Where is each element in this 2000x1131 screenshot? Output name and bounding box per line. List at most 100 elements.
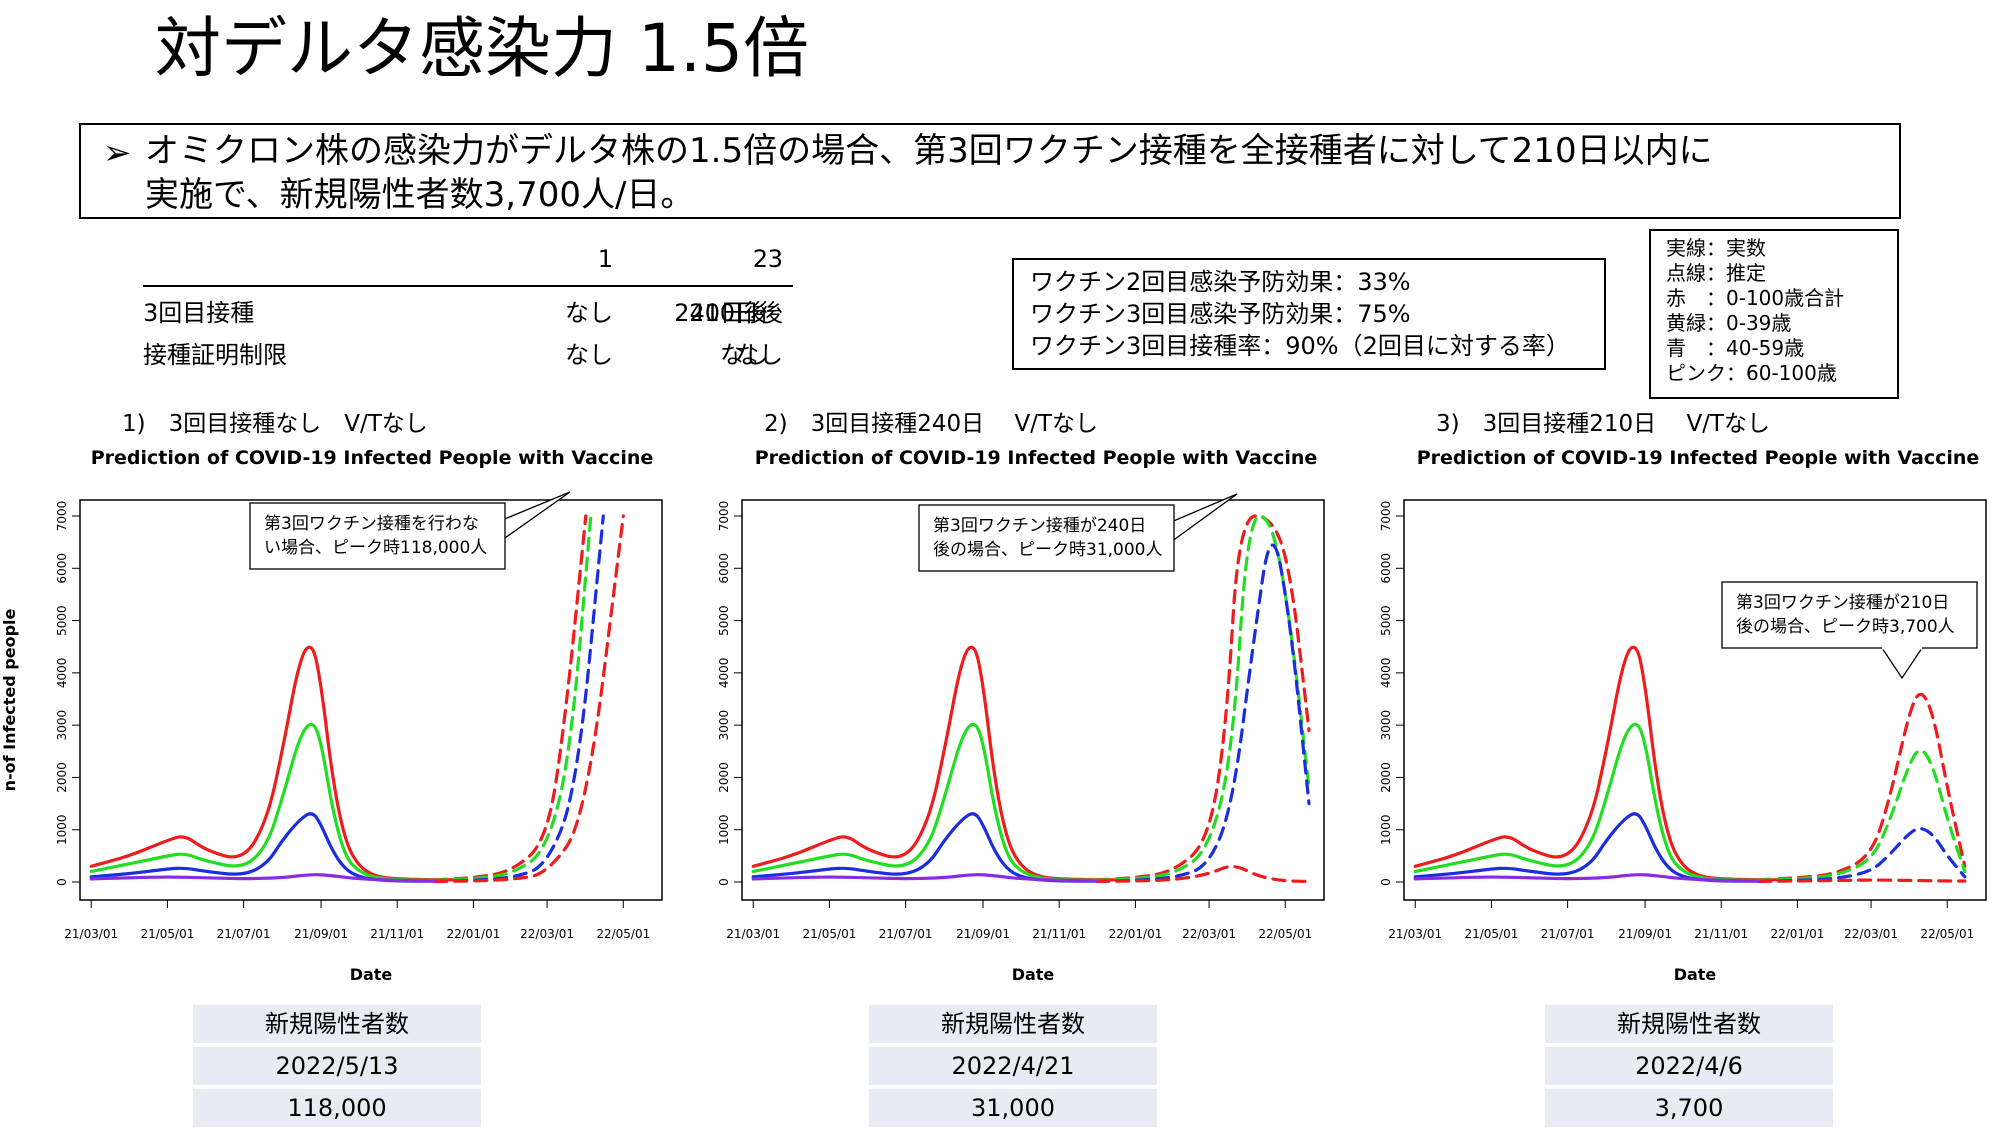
- y-tick-label: 5000: [717, 605, 731, 636]
- headline-line-2: 実施で、新規陽性者数3,700人/日。: [145, 175, 695, 215]
- series-line-estimate: [1757, 827, 1967, 883]
- series-line-estimate: [433, 514, 605, 883]
- x-tick-label: 22/03/01: [1182, 927, 1236, 941]
- scenario-label-3: 3) 3回目接種210日 V/Tなし: [1436, 411, 1770, 437]
- y-tick-label: 4000: [1379, 658, 1393, 689]
- series-line-actual: [1413, 645, 1778, 882]
- series-line-actual: [751, 873, 1099, 883]
- x-tick-label: 21/09/01: [1618, 927, 1672, 941]
- table-cell: なし: [565, 341, 613, 369]
- scenario-label-2: 2) 3回目接種240日 V/Tなし: [764, 411, 1098, 437]
- y-tick-label: 0: [55, 878, 69, 886]
- x-tick-label: 21/03/01: [64, 927, 118, 941]
- table-cell: 210日後: [689, 299, 783, 327]
- y-tick-label: 1000: [55, 814, 69, 845]
- series-line-actual: [89, 873, 437, 883]
- x-tick-label: 21/03/01: [726, 927, 780, 941]
- series-line-estimate: [433, 514, 625, 884]
- series-line-estimate: [1757, 692, 1967, 882]
- plot-frame: [741, 499, 1325, 901]
- vaccine-line: ワクチン3回目接種率：90%（2回目に対する率）: [1030, 332, 1570, 360]
- y-tick-label: 3000: [1379, 710, 1393, 741]
- x-axis-label: Date: [1012, 965, 1055, 984]
- x-tick-label: 22/05/01: [1920, 927, 1974, 941]
- y-tick-label: 1000: [1379, 814, 1393, 845]
- table-rule: [143, 285, 793, 287]
- y-tick-label: 4000: [717, 658, 731, 689]
- y-tick-label: 2000: [55, 762, 69, 793]
- x-tick-label: 21/11/01: [1032, 927, 1086, 941]
- x-tick-label: 22/05/01: [596, 927, 650, 941]
- x-tick-label: 21/09/01: [956, 927, 1010, 941]
- plot-title-2: Prediction of COVID-19 Infected People w…: [754, 447, 1318, 469]
- result-table-2: 新規陽性者数 2022/4/21 31,000: [869, 1005, 1157, 1131]
- series-line-actual: [1413, 873, 1761, 883]
- x-tick-label: 21/07/01: [1541, 927, 1595, 941]
- chart-3: 0 1000 2000 3000 4000 5000 6000 7000 21/03/01 21/…: [1379, 499, 1987, 984]
- bullet-arrow-icon: ➢: [103, 133, 132, 173]
- x-tick-label: 21/11/01: [1694, 927, 1748, 941]
- result-value: 3,700: [1545, 1089, 1833, 1127]
- y-tick-label: 4000: [55, 658, 69, 689]
- series-line-estimate: [1095, 514, 1311, 882]
- y-tick-label: 0: [717, 878, 731, 886]
- result-value: 31,000: [869, 1089, 1157, 1127]
- vaccine-line: ワクチン2回目感染予防効果：33%: [1030, 268, 1411, 296]
- result-value: 118,000: [193, 1089, 481, 1127]
- legend-line: 点線：推定: [1666, 261, 1766, 285]
- plot-frame: [79, 499, 663, 901]
- x-axis-label: Date: [350, 965, 393, 984]
- x-tick-label: 22/03/01: [1844, 927, 1898, 941]
- series-line-actual: [89, 722, 437, 882]
- result-header: 新規陽性者数: [193, 1005, 481, 1043]
- legend-line: 黄緑：0-39歳: [1666, 311, 1792, 335]
- y-tick-label: 2000: [717, 762, 731, 793]
- x-tick-label: 21/05/01: [802, 927, 856, 941]
- chart-2: 0 1000 2000 3000 4000 5000 6000 7000 21/03/01 21/…: [717, 493, 1325, 984]
- callout-pointer: [1163, 493, 1238, 549]
- callout-text: 後の場合、ピーク時3,700人: [1736, 617, 1955, 637]
- y-tick-label: 3000: [717, 710, 731, 741]
- series-line-estimate: [1095, 865, 1311, 884]
- result-table-3: 新規陽性者数 2022/4/6 3,700: [1545, 1005, 1833, 1131]
- table-cell: なし: [735, 341, 783, 369]
- series-line-actual: [1413, 812, 1761, 883]
- result-date: 2022/4/21: [869, 1047, 1157, 1085]
- headline-line-1: オミクロン株の感染力がデルタ株の1.5倍の場合、第3回ワクチン接種を全接種者に対…: [145, 131, 1713, 171]
- legend-box: 実線：実数 点線：推定 赤 ：0-100歳合計 黄緑：0-39歳 青 ：40-5…: [1649, 229, 1899, 399]
- result-date: 2022/5/13: [193, 1047, 481, 1085]
- x-tick-label: 21/09/01: [294, 927, 348, 941]
- y-tick-label: 6000: [55, 553, 69, 584]
- result-header: 新規陽性者数: [1545, 1005, 1833, 1043]
- plot-frame: [1403, 499, 1987, 901]
- result-table-1: 新規陽性者数 2022/5/13 118,000: [193, 1005, 481, 1131]
- table-cell: なし: [565, 299, 613, 327]
- callout-box: [1721, 581, 1978, 649]
- vaccine-line: ワクチン3回目感染予防効果：75%: [1030, 300, 1411, 328]
- legend-line: 青 ：40-59歳: [1666, 336, 1805, 360]
- slide-title: 対デルタ感染力 1.5倍: [155, 10, 809, 87]
- y-tick-label: 6000: [1379, 553, 1393, 584]
- x-tick-label: 21/03/01: [1388, 927, 1442, 941]
- plot-title-1: Prediction of COVID-19 Infected People w…: [90, 447, 654, 469]
- callout-text: い場合、ピーク時118,000人: [264, 538, 487, 558]
- vaccine-assumptions-box: ワクチン2回目感染予防効果：33% ワクチン3回目感染予防効果：75% ワクチン…: [1012, 258, 1606, 370]
- series-line-actual: [751, 722, 1099, 882]
- x-tick-label: 22/01/01: [1108, 927, 1162, 941]
- legend-line: ピンク：60-100歳: [1666, 361, 1837, 385]
- x-tick-label: 21/07/01: [217, 927, 271, 941]
- series-line-actual: [89, 812, 437, 883]
- row-label-certificate: 接種証明制限: [143, 341, 287, 369]
- x-axis-label: Date: [1674, 965, 1717, 984]
- callout-text: 後の場合、ピーク時31,000人: [933, 540, 1162, 560]
- y-tick-label: 7000: [55, 501, 69, 532]
- series-line-actual: [1413, 722, 1761, 882]
- x-tick-label: 21/11/01: [370, 927, 424, 941]
- result-header: 新規陽性者数: [869, 1005, 1157, 1043]
- chart-1: 0 1000 2000 3000 4000 5000 6000 7000 21/03/01 21/…: [0, 491, 663, 984]
- series-line-estimate: [1757, 878, 1967, 884]
- callout-pointer: [1880, 647, 1924, 680]
- table-cell: なし: [720, 341, 768, 369]
- y-axis-label: n-of Infected people: [0, 608, 19, 791]
- x-tick-label: 22/05/01: [1258, 927, 1312, 941]
